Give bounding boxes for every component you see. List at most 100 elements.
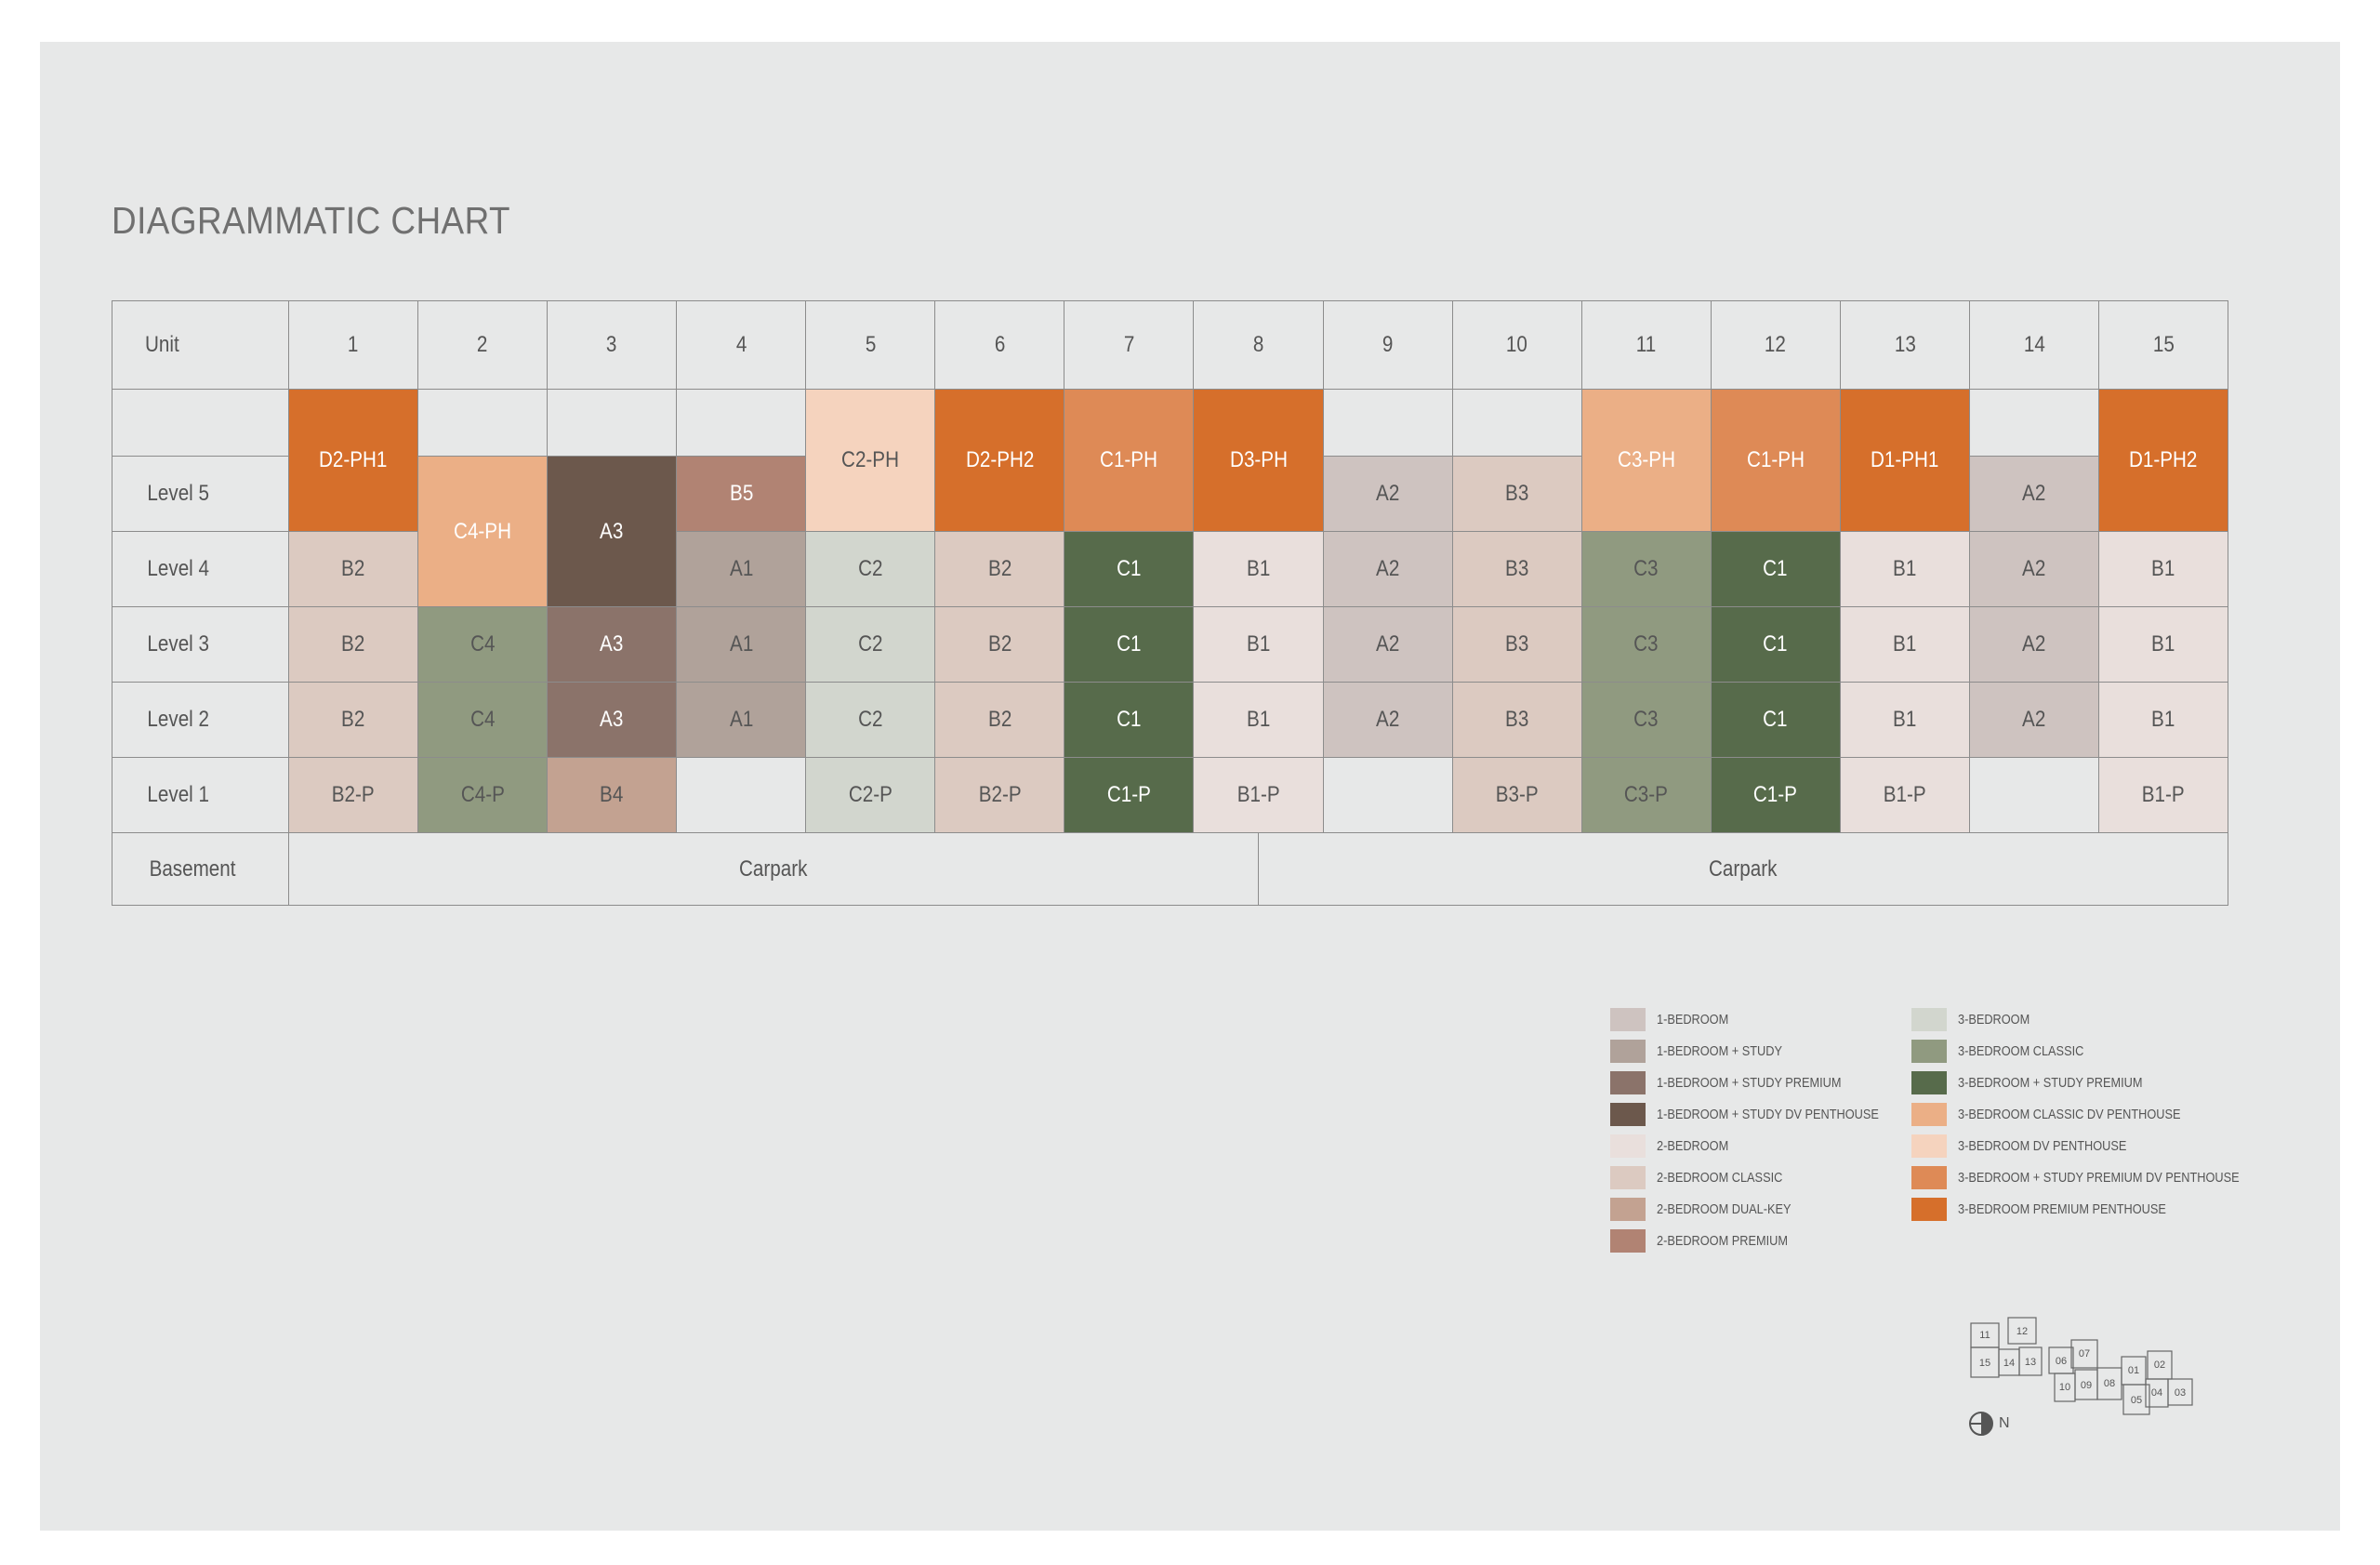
header-unit-14-label: 14	[2023, 332, 2045, 357]
header-unit-2: 2	[417, 300, 549, 390]
header-unit-11: 11	[1580, 300, 1712, 390]
unit-cell-1-level-1-label: B2-P	[332, 782, 375, 807]
unit-cell-2-level-2: C4	[417, 682, 549, 758]
unit-cell-10-level-1: B3-P	[1451, 757, 1582, 833]
unit-cell-12-level-1: C1-P	[1710, 757, 1841, 833]
legend-swatch	[1610, 1228, 1646, 1253]
header-unit-6-label: 6	[994, 332, 1006, 357]
keyplan-unit-label: 05	[2131, 1395, 2142, 1406]
unit-cell-10-level-5-label: B3	[1505, 481, 1529, 506]
unit-cell-13-level-4: B1	[1839, 531, 1970, 607]
keyplan-unit-label: 15	[1979, 1358, 1990, 1369]
legend-item: 1-BEDROOM	[1610, 1006, 1741, 1032]
unit-cell-13-level-4-label: B1	[1893, 556, 1917, 581]
unit-cell-3-level-1: B4	[547, 757, 678, 833]
unit-cell-2-level-2-label: C4	[469, 707, 496, 732]
legend-item: 1-BEDROOM + STUDY DV PENTHOUSE	[1610, 1101, 1918, 1127]
keyplan-unit-outline	[2070, 1339, 2098, 1369]
unit-cell-5-penthouse-label: C2-PH	[841, 447, 900, 472]
unit-cell-5-level-3: C2	[805, 606, 936, 683]
legend-swatch	[1610, 1102, 1646, 1126]
level-label-5: Level 5	[112, 456, 289, 532]
legend-item: 3-BEDROOM PREMIUM PENTHOUSE	[1911, 1196, 2202, 1222]
unit-cell-15-level-2-label: B1	[2151, 707, 2175, 732]
unit-cell-1-level-2-label: B2	[341, 707, 365, 732]
unit-cell-4-level-5-label: B5	[729, 481, 753, 506]
unit-cell-15-level-3-label: B1	[2151, 631, 2175, 657]
roof-label-empty	[112, 389, 289, 457]
legend-swatch	[1911, 1039, 1947, 1063]
unit-cell-4-level-1	[676, 757, 807, 833]
unit-cell-7-penthouse: C1-PH	[1064, 389, 1195, 532]
header-unit-2-label: 2	[477, 332, 488, 357]
unit-cell-7-level-1: C1-P	[1064, 757, 1195, 833]
unit-cell-5-penthouse: C2-PH	[805, 389, 936, 532]
unit-cell-9-level-2: A2	[1322, 682, 1453, 758]
unit-cell-1-level-3-label: B2	[341, 631, 365, 657]
unit-cell-7-penthouse-label: C1-PH	[1100, 447, 1158, 472]
legend-label: 3-BEDROOM CLASSIC	[1958, 1042, 2084, 1059]
legend-label: 3-BEDROOM + STUDY PREMIUM DV PENTHOUSE	[1958, 1169, 2240, 1186]
unit-cell-14-level-1	[1968, 757, 2099, 833]
unit-cell-11-level-1: C3-P	[1580, 757, 1712, 833]
unit-cell-12-level-2: C1	[1710, 682, 1841, 758]
legend-item: 3-BEDROOM	[1911, 1006, 2043, 1032]
unit-cell-7-level-3-label: C1	[1117, 631, 1142, 657]
legend-label: 3-BEDROOM PREMIUM PENTHOUSE	[1958, 1200, 2166, 1217]
unit-cell-14-level-4: A2	[1968, 531, 2099, 607]
legend-swatch	[1610, 1070, 1646, 1094]
unit-cell-6-level-4-label: B2	[987, 556, 1012, 581]
unit-cell-7-level-2-label: C1	[1117, 707, 1142, 732]
header-unit-12: 12	[1710, 300, 1841, 390]
unit-cell-13-level-3-label: B1	[1893, 631, 1917, 657]
unit-cell-9-level-1	[1322, 757, 1453, 833]
unit-cell-5-level-4-label: C2	[858, 556, 883, 581]
unit-cell-12-penthouse-label: C1-PH	[1746, 447, 1805, 472]
legend-item: 3-BEDROOM CLASSIC DV PENTHOUSE	[1911, 1101, 2220, 1127]
legend-item: 3-BEDROOM DV PENTHOUSE	[1911, 1133, 2156, 1159]
legend-swatch	[1610, 1007, 1646, 1031]
unit-cell-10-level-1-label: B3-P	[1495, 782, 1539, 807]
unit-cell-10-level-3-label: B3	[1505, 631, 1529, 657]
unit-cell-3-penthouse: A3	[547, 456, 678, 607]
unit-cell-1-level-3: B2	[288, 606, 419, 683]
unit-cell-4-roof-empty	[676, 389, 807, 457]
unit-cell-15-level-4: B1	[2097, 531, 2229, 607]
level-label-4-label: Level 4	[147, 556, 209, 581]
unit-cell-8-level-4-label: B1	[1246, 556, 1271, 581]
header-unit-1-label: 1	[348, 332, 359, 357]
unit-cell-6-level-3-label: B2	[987, 631, 1012, 657]
carpark-right-label: Carpark	[1709, 855, 1778, 882]
unit-cell-10-roof-empty	[1451, 389, 1582, 457]
unit-cell-12-level-2-label: C1	[1763, 707, 1788, 732]
unit-cell-3-roof-empty	[547, 389, 678, 457]
legend-item: 2-BEDROOM PREMIUM	[1610, 1227, 1811, 1253]
unit-cell-1-penthouse: D2-PH1	[288, 389, 419, 532]
unit-cell-4-level-2-label: A1	[729, 707, 753, 732]
legend-item: 3-BEDROOM + STUDY PREMIUM DV PENTHOUSE	[1911, 1164, 2289, 1190]
unit-cell-15-level-1-label: B1-P	[2142, 782, 2185, 807]
keyplan-unit-label: 01	[2128, 1365, 2139, 1376]
unit-cell-6-level-1: B2-P	[934, 757, 1065, 833]
legend-item: 2-BEDROOM CLASSIC	[1610, 1164, 1805, 1190]
unit-cell-6-level-2: B2	[934, 682, 1065, 758]
unit-cell-13-level-1-label: B1-P	[1883, 782, 1926, 807]
unit-cell-2-level-3-label: C4	[469, 631, 496, 657]
unit-cell-3-level-3-label: A3	[600, 631, 624, 657]
level-label-1: Level 1	[112, 757, 289, 833]
keyplan-unit-outline	[2007, 1317, 2037, 1345]
unit-cell-11-level-2-label: C3	[1633, 707, 1659, 732]
unit-cell-8-level-2: B1	[1193, 682, 1324, 758]
unit-cell-15-level-4-label: B1	[2151, 556, 2175, 581]
unit-cell-4-level-5: B5	[676, 456, 807, 532]
unit-cell-10-level-4: B3	[1451, 531, 1582, 607]
unit-cell-9-level-3-label: A2	[1375, 631, 1400, 657]
unit-cell-10-level-4-label: B3	[1505, 556, 1529, 581]
unit-cell-3-penthouse-label: A3	[600, 518, 624, 544]
legend-label: 3-BEDROOM	[1958, 1011, 2030, 1028]
header-unit-4: 4	[676, 300, 807, 390]
legend-label: 2-BEDROOM PREMIUM	[1657, 1232, 1788, 1249]
unit-cell-4-level-3: A1	[676, 606, 807, 683]
unit-cell-9-level-5-label: A2	[1375, 481, 1400, 506]
